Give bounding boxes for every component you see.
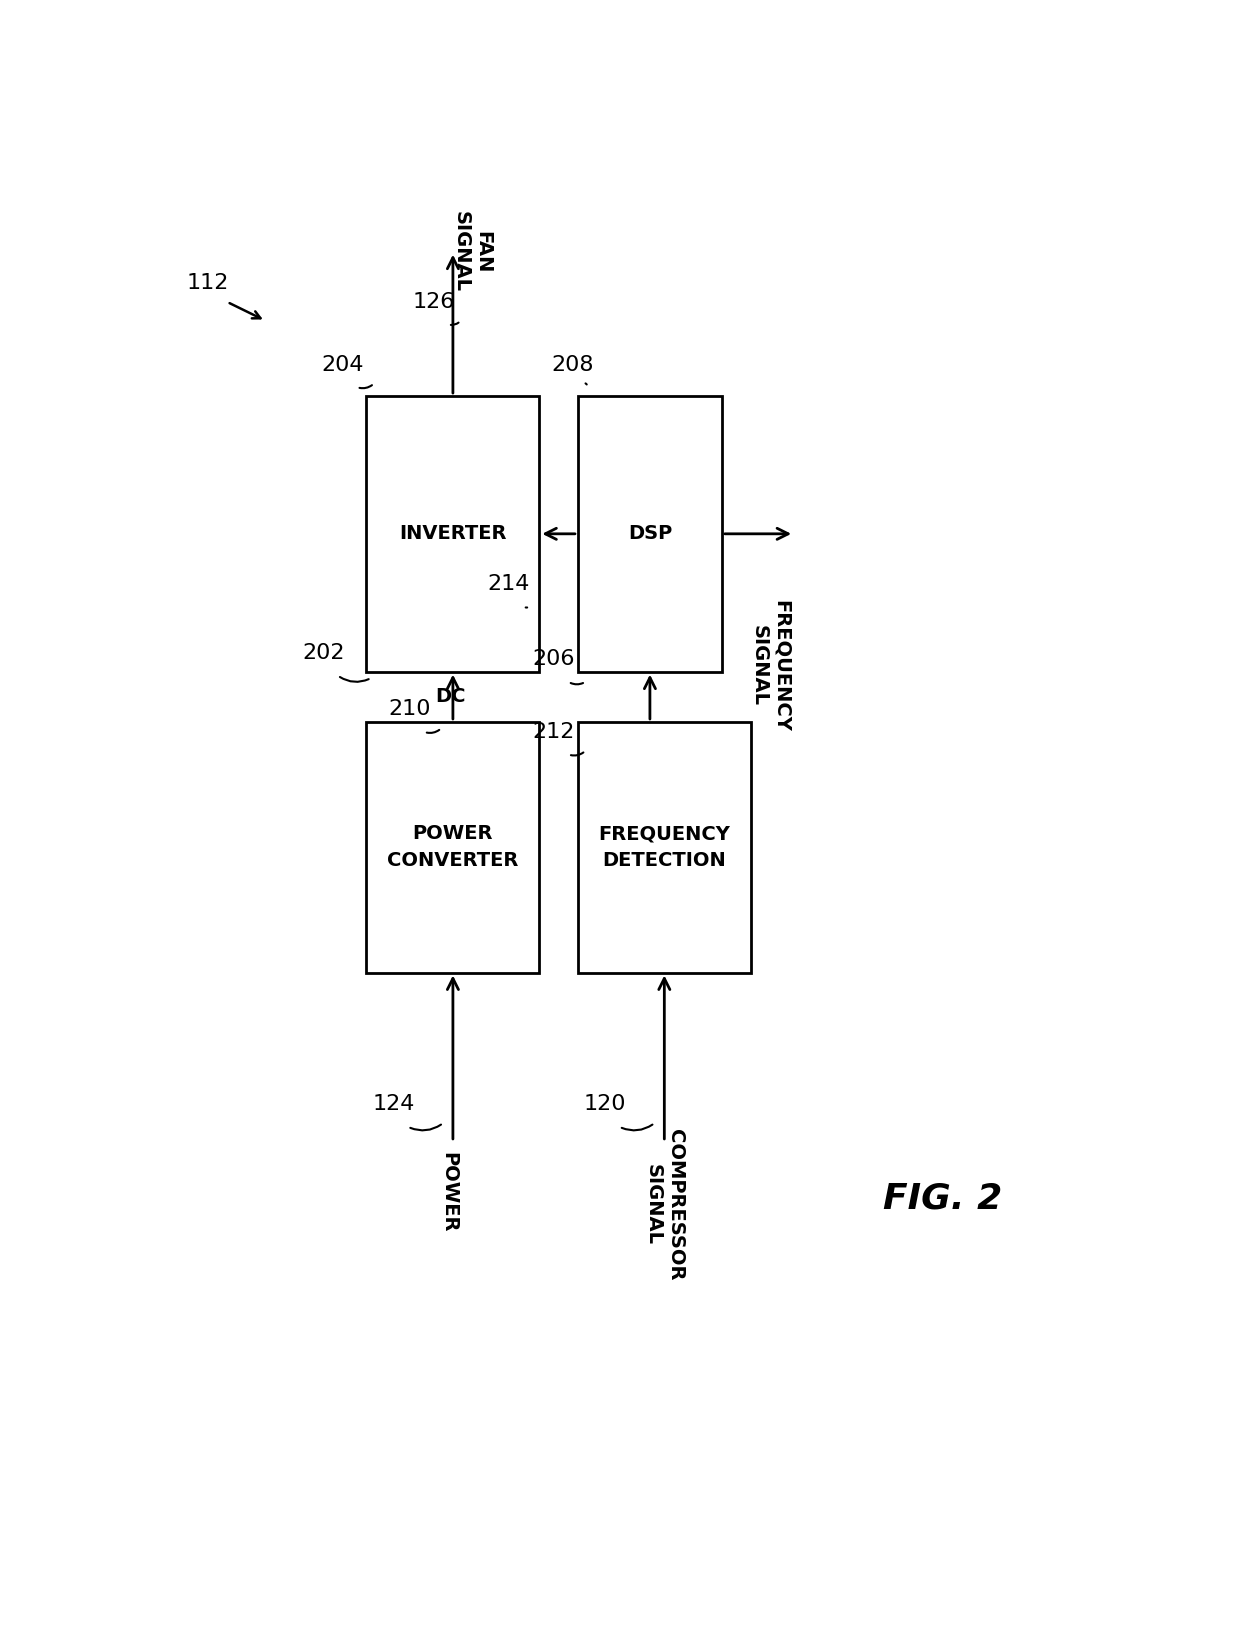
- Text: DC: DC: [435, 687, 466, 707]
- Text: 126: 126: [413, 291, 455, 313]
- Text: FIG. 2: FIG. 2: [883, 1182, 1003, 1214]
- Text: FREQUENCY
SIGNAL: FREQUENCY SIGNAL: [749, 599, 791, 731]
- Bar: [578, 396, 722, 672]
- Text: 112: 112: [187, 274, 229, 293]
- Text: 214: 214: [487, 575, 529, 594]
- Text: COMPRESSOR
SIGNAL: COMPRESSOR SIGNAL: [644, 1128, 684, 1280]
- Text: FREQUENCY
DETECTION: FREQUENCY DETECTION: [599, 824, 730, 869]
- Text: INVERTER: INVERTER: [399, 524, 507, 544]
- Bar: [367, 396, 539, 672]
- Text: 204: 204: [321, 355, 363, 374]
- Text: POWER: POWER: [439, 1151, 459, 1232]
- Text: 206: 206: [532, 650, 575, 669]
- Text: 210: 210: [388, 700, 432, 720]
- Bar: [367, 721, 539, 972]
- Text: 212: 212: [533, 721, 575, 742]
- Text: POWER
CONVERTER: POWER CONVERTER: [387, 824, 518, 869]
- Text: 124: 124: [372, 1094, 414, 1114]
- Bar: [578, 721, 750, 972]
- Text: 208: 208: [552, 355, 594, 374]
- Text: 120: 120: [584, 1094, 626, 1114]
- Text: DSP: DSP: [627, 524, 672, 544]
- Text: 202: 202: [301, 643, 345, 663]
- Text: FAN
SIGNAL: FAN SIGNAL: [451, 212, 492, 293]
